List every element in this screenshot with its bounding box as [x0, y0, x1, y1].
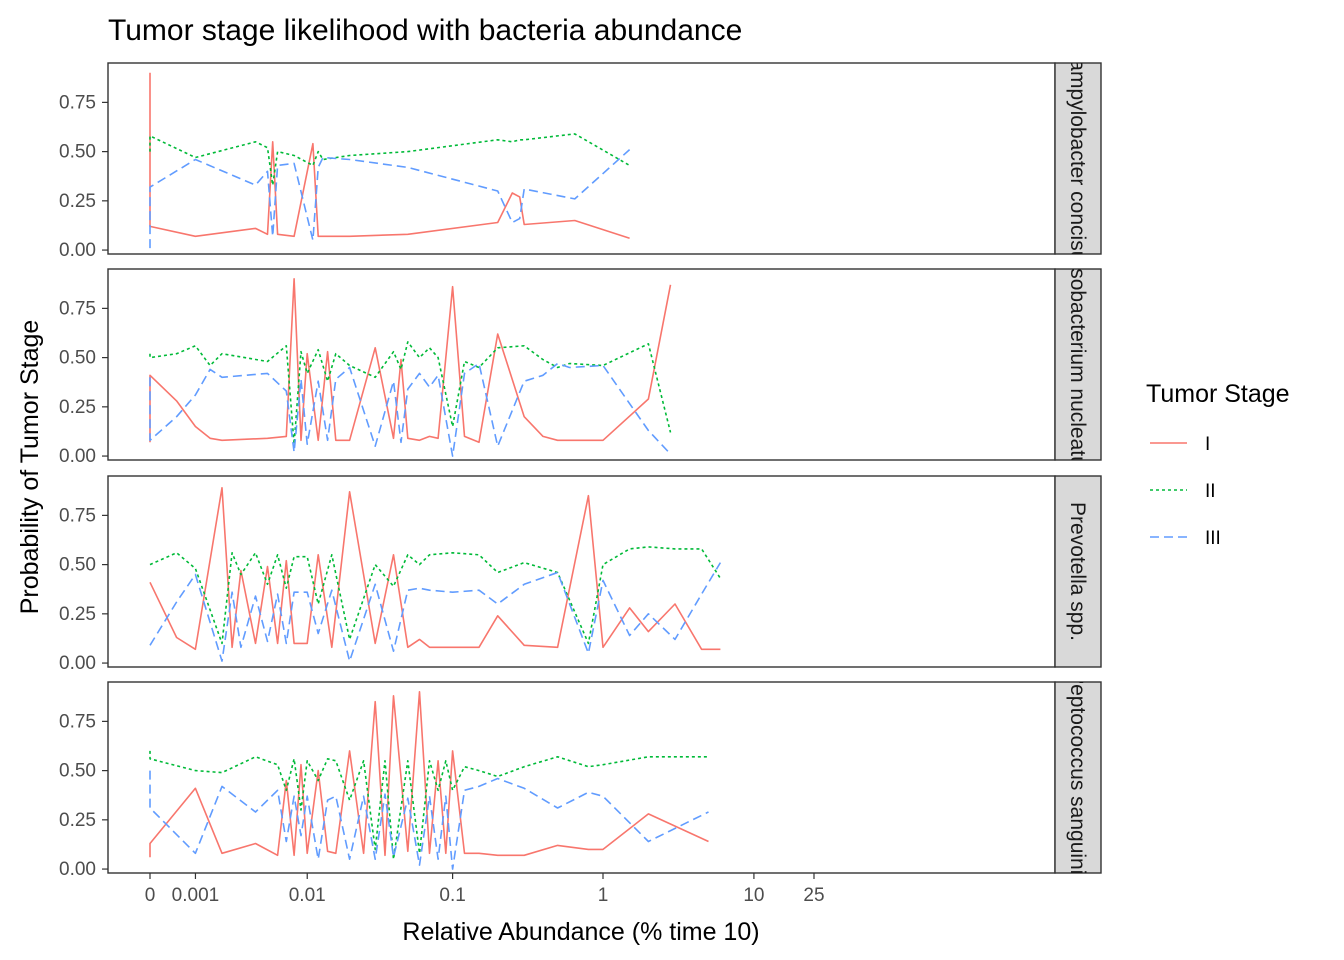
y-tick-label: 0.25 [59, 604, 96, 625]
facet-strip-label: Prevotella spp. [1066, 502, 1089, 641]
y-tick-label: 0.75 [59, 92, 96, 113]
x-tick-label: 0.01 [289, 885, 326, 906]
x-tick-label: 0.001 [172, 885, 220, 906]
series-line-III [149, 149, 631, 249]
y-tick-label: 0.00 [59, 240, 96, 261]
y-tick-label: 0.00 [59, 859, 96, 880]
x-tick-label: 10 [743, 885, 764, 906]
x-tick-label: 1 [598, 885, 609, 906]
legend-label-III: III [1205, 528, 1221, 549]
y-tick-label: 0.50 [59, 348, 96, 369]
y-tick-label: 0.25 [59, 810, 96, 831]
x-tick-label: 0.1 [439, 885, 465, 906]
facet-strip [1054, 268, 1102, 461]
x-axis-title: Relative Abundance (% time 10) [402, 918, 759, 946]
series-line-III [149, 362, 672, 457]
series-line-I [149, 690, 709, 858]
panel-background [108, 476, 1055, 667]
facet-panel: 0.00 0.25 0.50 0.75 Fusobacterium nucleatum [59, 244, 1102, 486]
y-tick-label: 0.75 [59, 505, 96, 526]
series-line-I [149, 72, 630, 239]
x-axis: 0 0.001 0.01 0.1 1 10 25 [145, 873, 825, 906]
y-tick-label: 0.25 [59, 397, 96, 418]
y-tick-label: 0.50 [59, 761, 96, 782]
series-line-I [149, 277, 672, 444]
facet-strip [1054, 62, 1102, 255]
series-line-II [149, 133, 630, 186]
y-tick-label: 0.50 [59, 142, 96, 163]
y-tick-label: 0.50 [59, 555, 96, 576]
series-line-II [149, 546, 722, 645]
y-tick-label: 0.75 [59, 711, 96, 732]
y-tick-label: 0.25 [59, 191, 96, 212]
series-line-II [149, 341, 672, 446]
series-line-III [149, 562, 722, 662]
legend-title: Tumor Stage [1146, 380, 1290, 408]
y-tick-label: 0.00 [59, 446, 96, 467]
facet-strip [1054, 475, 1102, 668]
x-tick-label: 0 [145, 885, 156, 906]
facet-strip-label: Fusobacterium nucleatum [1066, 244, 1089, 486]
series-line-I [149, 486, 721, 651]
facet-panel: 0.00 0.25 0.50 0.75 Peptococcus sanguinis [59, 670, 1102, 885]
legend-label-I: I [1205, 434, 1210, 455]
series-line-II [149, 750, 709, 861]
panel-background [108, 682, 1055, 873]
series-line-III [149, 770, 709, 870]
facet-strip [1054, 681, 1102, 874]
y-tick-label: 0.75 [59, 298, 96, 319]
panel-background [108, 63, 1055, 254]
facet-panel: 0.00 0.25 0.50 0.75 Prevotella spp. [59, 475, 1102, 674]
y-axis-title: Probability of Tumor Stage [16, 320, 44, 615]
facet-strip-label: Peptococcus sanguinis [1066, 670, 1089, 885]
chart-title: Tumor stage likelihood with bacteria abu… [108, 14, 742, 47]
facet-panels: 0.000.250.500.75 Campylobacter concisus0.… [59, 44, 1102, 885]
facet-strip-label: Campylobacter concisus [1066, 44, 1089, 273]
legend-label-II: II [1205, 481, 1216, 502]
x-tick-label: 25 [803, 885, 824, 906]
y-tick-label: 0.00 [59, 653, 96, 674]
facet-panel: 0.00 0.25 0.50 0.75 Campylobacter concisus [59, 44, 1102, 273]
